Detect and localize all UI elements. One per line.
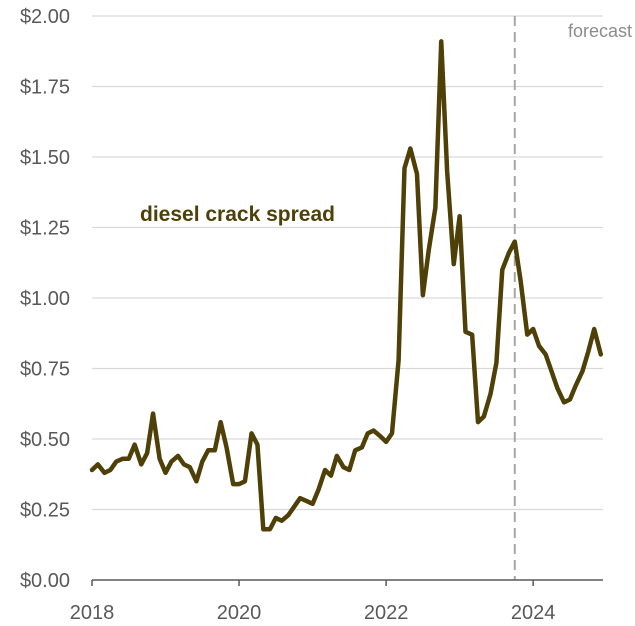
y-tick-label: $0.00 xyxy=(20,570,70,592)
y-tick-label: $2.00 xyxy=(20,6,70,28)
x-axis-tick-labels: 2018 2020 2022 2024 xyxy=(70,602,556,624)
x-axis-ticks xyxy=(91,580,534,586)
gridlines xyxy=(92,15,603,511)
y-tick-label: $1.75 xyxy=(20,77,70,99)
x-tick-label: 2022 xyxy=(364,602,409,624)
y-tick-label: $1.00 xyxy=(20,288,70,310)
x-tick-label: 2018 xyxy=(70,602,115,624)
y-axis-tick-labels: $0.00 $0.25 $0.50 $0.75 $1.00 $1.25 $1.50 $1.75… xyxy=(20,6,70,592)
x-tick-label: 2024 xyxy=(511,602,556,624)
series-line-diesel-crack-spread xyxy=(89,39,604,532)
x-tick-label: 2020 xyxy=(217,602,262,624)
y-tick-label: $1.50 xyxy=(20,147,70,169)
y-tick-label: $0.25 xyxy=(20,500,70,522)
y-tick-label: $0.75 xyxy=(20,359,70,381)
forecast-label: forecast xyxy=(568,21,632,41)
series-label-diesel-crack-spread: diesel crack spread xyxy=(140,203,335,226)
y-tick-label: $1.25 xyxy=(20,218,70,240)
y-tick-label: $0.50 xyxy=(20,429,70,451)
